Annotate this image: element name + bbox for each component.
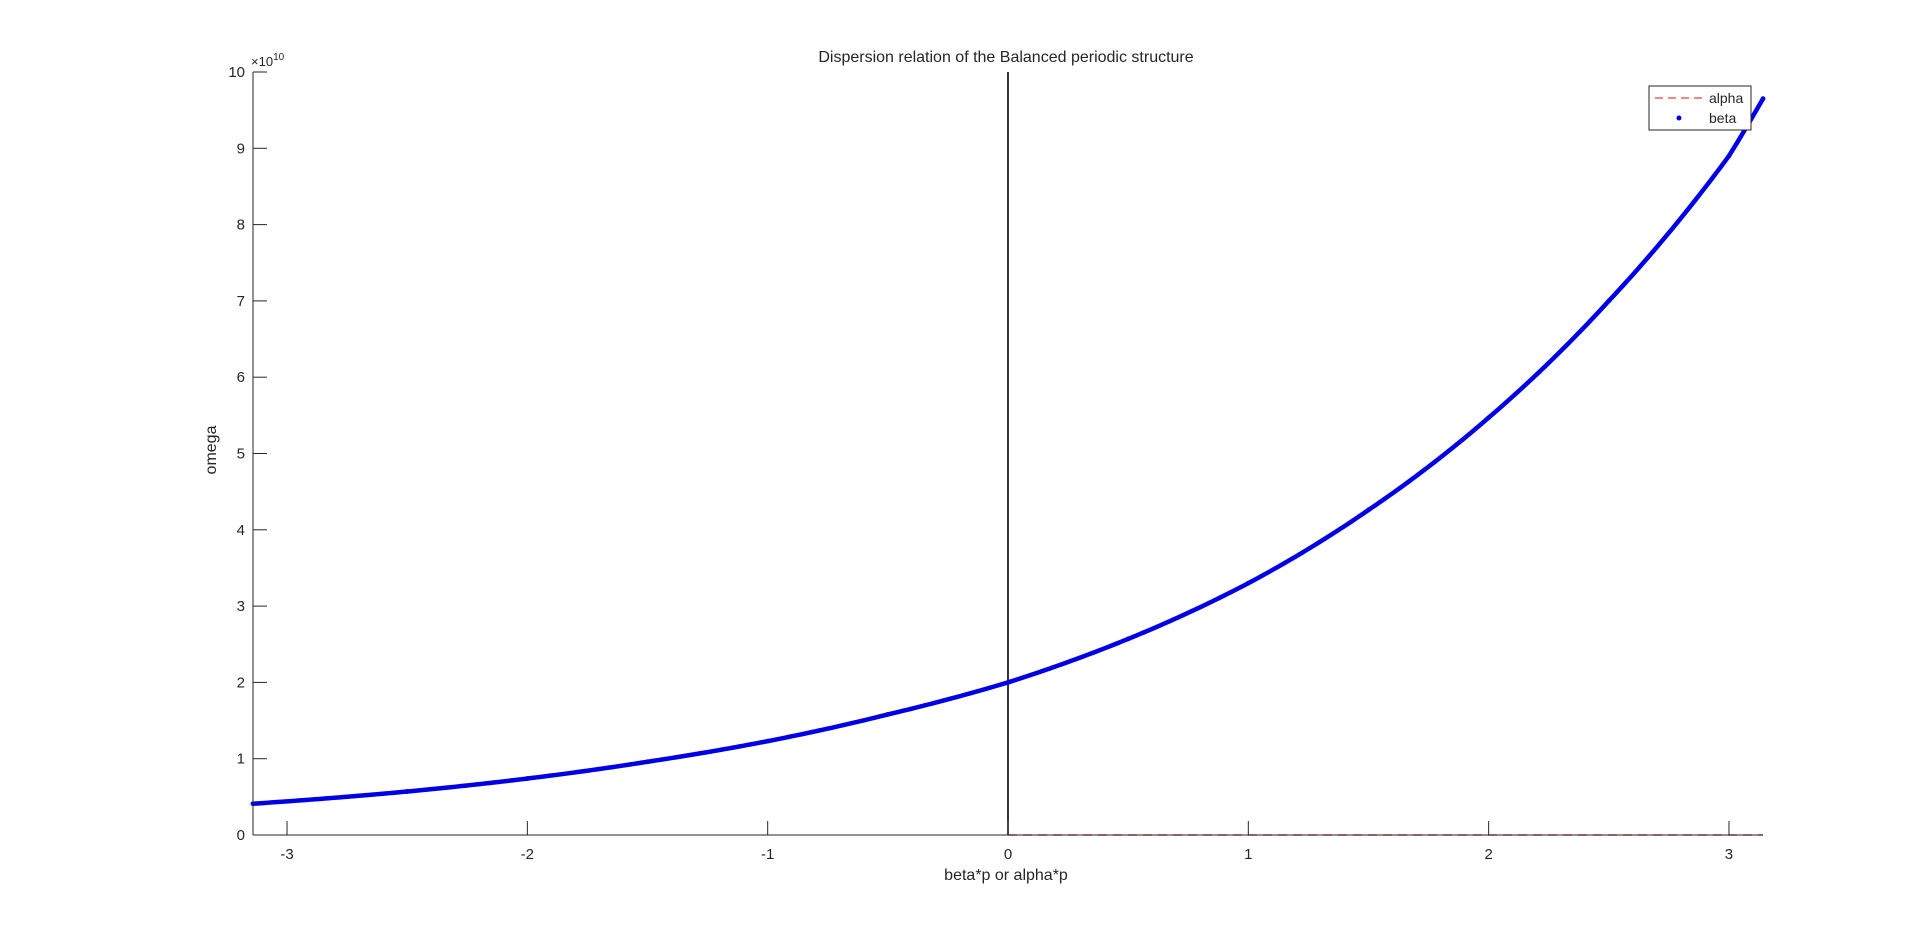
x-tick-label: -3 [280, 846, 293, 863]
y-tick-label: 3 [237, 598, 245, 615]
y-exponent-label: ×1010 [251, 52, 285, 69]
x-tick-label: 1 [1244, 846, 1252, 863]
y-tick-label: 1 [237, 751, 245, 768]
chart-title: Dispersion relation of the Balanced peri… [818, 49, 1193, 66]
series-beta-point [1486, 415, 1492, 421]
series-beta-point [1125, 636, 1131, 642]
series-beta-point [885, 712, 891, 717]
y-tick-label: 2 [237, 674, 245, 691]
series-beta-point [1606, 298, 1612, 304]
y-tick-label: 9 [237, 140, 245, 157]
x-tick-label: 0 [1004, 846, 1012, 863]
y-tick-label: 8 [237, 217, 245, 234]
axes: -3 -2 -1 0 1 2 3 0 1 2 3 4 5 6 7 8 9 10 [228, 64, 1763, 863]
y-tick-label: 0 [237, 827, 245, 844]
y-exponent-base: ×10 [251, 54, 273, 69]
y-axis-label: omega [203, 425, 220, 474]
x-axis-label: beta*p or alpha*p [944, 867, 1068, 884]
y-tick-label: 5 [237, 446, 245, 463]
y-exponent-power: 10 [273, 52, 285, 63]
series-beta-point [1726, 153, 1732, 159]
y-tick-label: 7 [237, 293, 245, 310]
x-tick-label: -1 [761, 846, 774, 863]
series-beta-point [1760, 96, 1766, 102]
series-beta-point [524, 776, 530, 781]
plot-area [250, 72, 1766, 836]
legend-alpha-label: alpha [1709, 90, 1743, 106]
series-beta-point [1005, 680, 1011, 685]
series-beta-point [404, 789, 410, 794]
legend: alpha beta [1648, 85, 1752, 131]
y-tick-label: 4 [237, 522, 245, 539]
x-tick-label: 2 [1484, 846, 1492, 863]
series-beta-point [1366, 507, 1371, 513]
legend-box [1648, 85, 1752, 131]
x-tick-label: -2 [521, 846, 534, 863]
y-tick-label: 6 [237, 369, 245, 386]
series-beta-point [765, 738, 771, 744]
y-tick-label: 10 [228, 64, 245, 81]
legend-beta-swatch [1676, 115, 1682, 121]
series-beta-point [1245, 580, 1251, 586]
series-beta-point [645, 759, 650, 765]
x-tick-label: 3 [1725, 846, 1733, 863]
legend-beta-label: beta [1709, 110, 1736, 126]
